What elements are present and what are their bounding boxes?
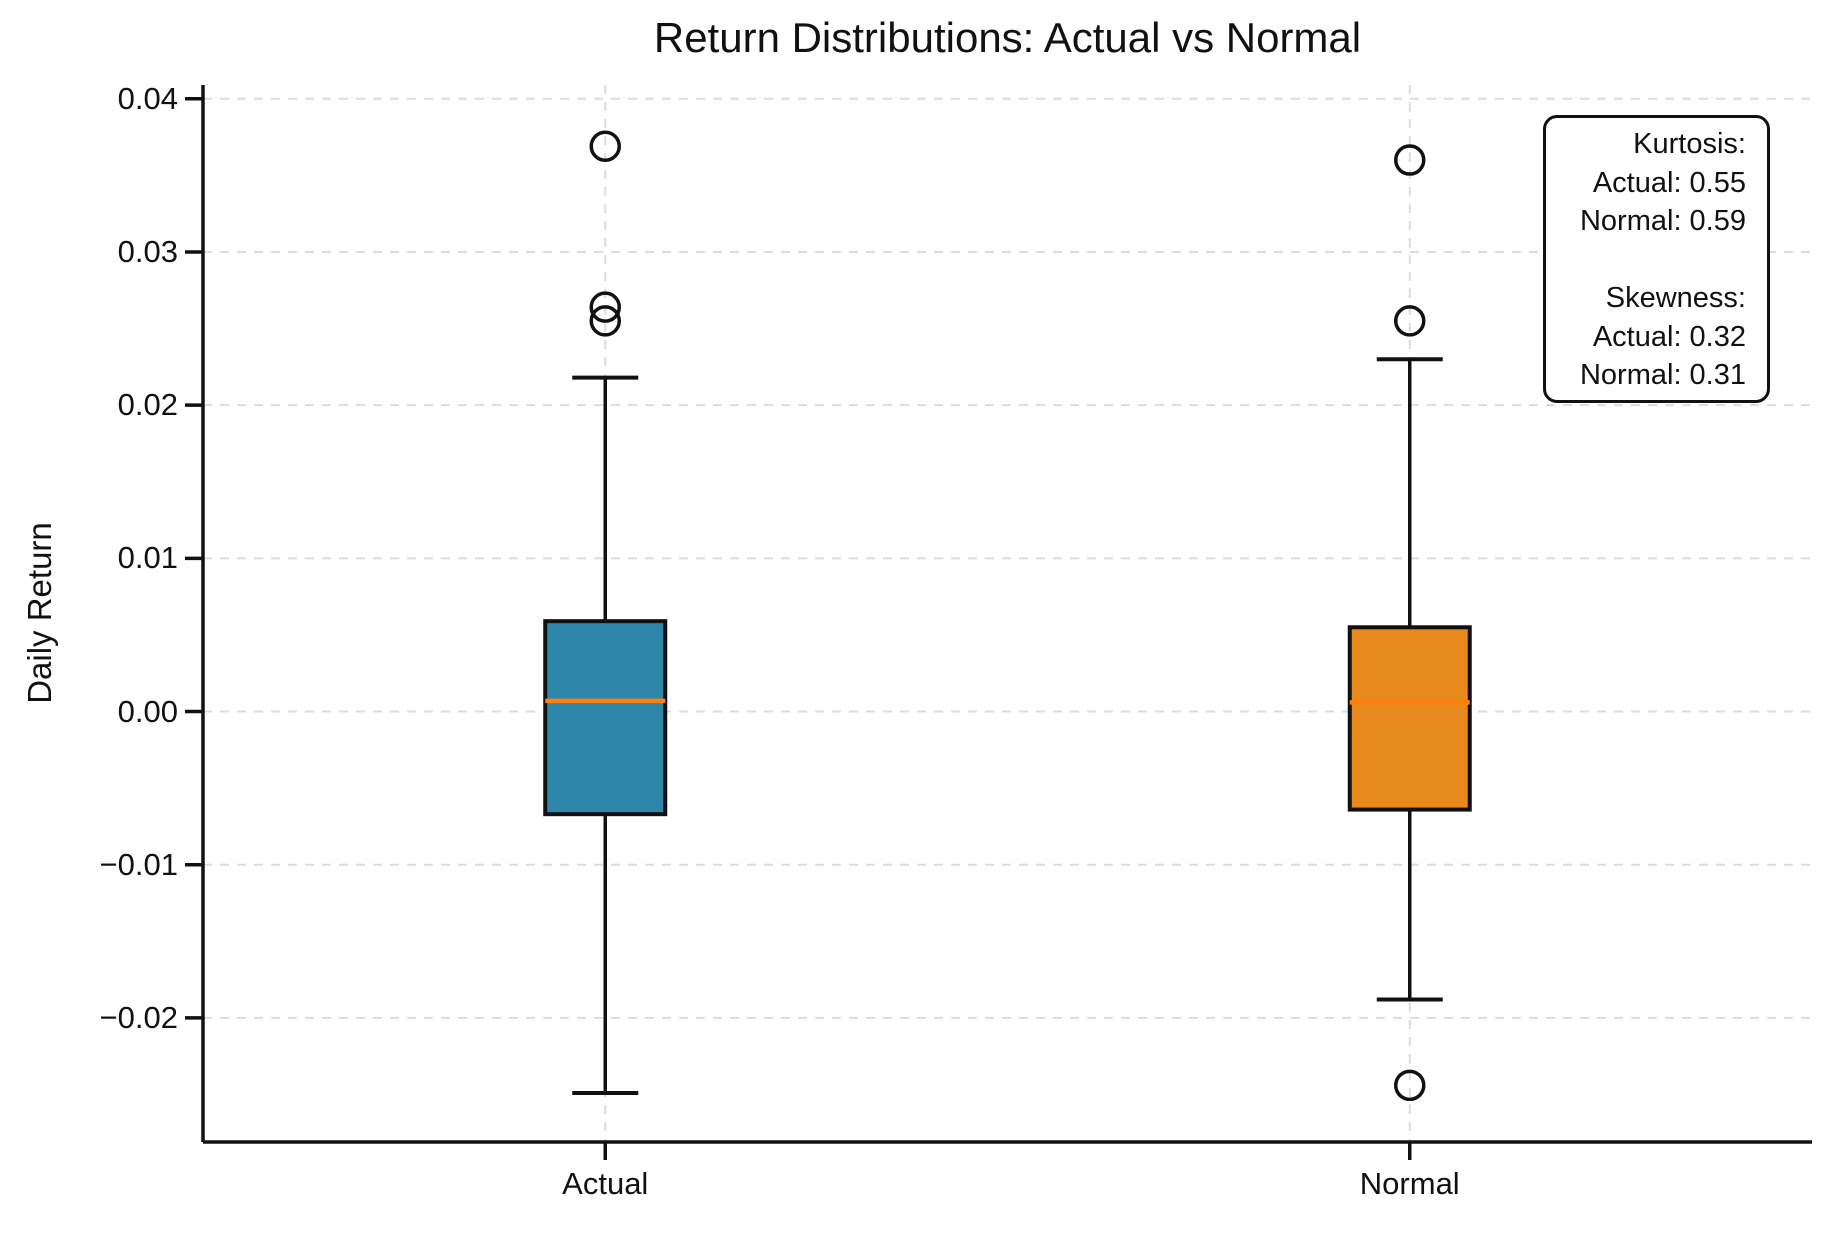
outlier-point-actual xyxy=(589,305,621,337)
y-tick-label: 0.02 xyxy=(117,387,178,423)
outlier-point-actual xyxy=(589,130,621,163)
stats-kurtosis-actual: Actual: 0.55 xyxy=(1592,166,1746,199)
stats-skewness-header: Skewness: xyxy=(1605,282,1746,314)
outlier-point-normal xyxy=(1394,305,1426,337)
x-tick-label-actual: Actual xyxy=(562,1166,649,1201)
stats-blank-line xyxy=(1554,241,1746,280)
stats-kurtosis-normal: Normal: 0.59 xyxy=(1579,205,1746,237)
outlier-point-normal xyxy=(1394,144,1426,176)
stats-skewness-actual: Actual: 0.32 xyxy=(1592,320,1746,353)
box-normal xyxy=(1347,625,1472,812)
stats-annotation-box: Kurtosis: Actual: 0.55 Normal: 0.59 Skew… xyxy=(1543,115,1770,403)
stats-skewness-normal: Normal: 0.31 xyxy=(1579,359,1746,391)
y-tick-label: 0.00 xyxy=(117,693,178,729)
outlier-point-actual xyxy=(589,291,621,323)
y-tick-label: 0.04 xyxy=(117,80,178,116)
y-tick-label: 0.01 xyxy=(117,540,178,576)
chart-title: Return Distributions: Actual vs Normal xyxy=(653,14,1362,61)
x-tick-label-normal: Normal xyxy=(1359,1166,1460,1201)
outlier-point-normal xyxy=(1394,1069,1426,1102)
stats-kurtosis-header: Kurtosis: xyxy=(1633,128,1746,160)
y-tick-label: −0.01 xyxy=(99,846,178,882)
y-tick-label: 0.03 xyxy=(117,233,178,269)
box-actual xyxy=(543,619,668,817)
y-tick-label: −0.02 xyxy=(99,999,178,1035)
